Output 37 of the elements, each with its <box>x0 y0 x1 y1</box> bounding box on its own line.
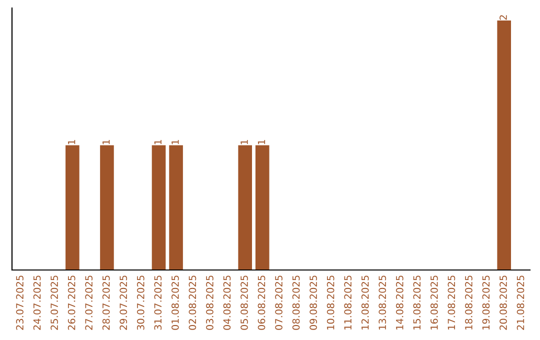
x-tick-label: 16.08.2025 <box>430 276 438 330</box>
x-tick-label: 14.08.2025 <box>396 276 404 330</box>
x-tick-label: 29.07.2025 <box>120 276 128 330</box>
x-tick-label: 31.07.2025 <box>154 276 162 330</box>
x-tick-label: 10.08.2025 <box>326 276 334 330</box>
x-tick-label: 11.08.2025 <box>344 276 352 330</box>
x-tick-label: 01.08.2025 <box>172 276 179 330</box>
x-tick-label: 09.08.2025 <box>310 276 317 330</box>
x-tick-label: 05.08.2025 <box>240 276 248 330</box>
x-tick-label: 13.08.2025 <box>378 276 386 330</box>
x-tick-label: 25.07.2025 <box>50 276 58 330</box>
x-tick-label: 07.08.2025 <box>275 276 282 330</box>
data-label: 2 <box>500 15 507 20</box>
x-tick-label: 27.07.2025 <box>85 276 93 330</box>
data-label: 1 <box>102 140 110 144</box>
x-tick-label: 21.08.2025 <box>516 276 524 330</box>
x-tick-label: 26.07.2025 <box>68 276 76 330</box>
x-tick-label: 15.08.2025 <box>413 276 421 330</box>
data-label: 1 <box>258 140 266 144</box>
x-tick-label: 28.07.2025 <box>102 276 110 330</box>
x-tick-label: 08.08.2025 <box>292 276 300 330</box>
x-tick-label: 23.07.2025 <box>16 276 24 330</box>
x-tick-label: 18.08.2025 <box>465 276 472 330</box>
x-tick-label: 12.08.2025 <box>361 276 369 330</box>
x-tick-label: 24.07.2025 <box>33 276 41 330</box>
x-tick-label: 06.08.2025 <box>258 276 266 330</box>
x-tick-label: 30.07.2025 <box>136 276 144 330</box>
data-label: 1 <box>172 140 179 144</box>
x-tick-label: 04.08.2025 <box>223 276 231 330</box>
data-label: 1 <box>154 140 162 144</box>
x-tick-label: 20.08.2025 <box>500 276 507 330</box>
x-tick-label: 02.08.2025 <box>188 276 196 330</box>
x-tick-label: 19.08.2025 <box>482 276 490 330</box>
x-tick-label: 03.08.2025 <box>206 276 214 330</box>
data-label: 1 <box>240 140 248 144</box>
x-tick-label: 17.08.2025 <box>448 276 456 330</box>
data-label: 1 <box>68 140 76 144</box>
